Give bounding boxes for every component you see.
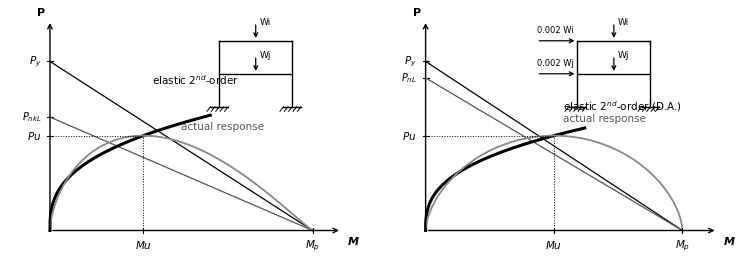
Text: $Mu$: $Mu$ xyxy=(545,239,562,251)
Text: $M_p$: $M_p$ xyxy=(305,239,320,253)
Text: actual response: actual response xyxy=(182,122,264,132)
Text: elastic 2$^{nd}$-order: elastic 2$^{nd}$-order xyxy=(152,73,239,87)
Text: Wi: Wi xyxy=(259,18,270,27)
Text: P: P xyxy=(37,8,46,18)
Text: 0.002 Wi: 0.002 Wi xyxy=(536,25,573,35)
Text: $P_{nL}$: $P_{nL}$ xyxy=(401,71,417,85)
Text: $P_y$: $P_y$ xyxy=(404,54,417,69)
Text: $Pu$: $Pu$ xyxy=(27,130,41,142)
Text: Wi: Wi xyxy=(617,18,629,27)
Text: M: M xyxy=(347,237,359,247)
Text: P: P xyxy=(413,8,421,18)
Text: $M_p$: $M_p$ xyxy=(675,239,690,253)
Text: elastic 2$^{nd}$-order (D.A.): elastic 2$^{nd}$-order (D.A.) xyxy=(562,99,682,114)
Text: Wj: Wj xyxy=(617,51,629,60)
Text: $Pu$: $Pu$ xyxy=(403,130,417,142)
Text: $P_y$: $P_y$ xyxy=(28,54,41,69)
Text: actual response: actual response xyxy=(562,114,645,124)
Text: M: M xyxy=(723,237,734,247)
Text: 0.002 Wj: 0.002 Wj xyxy=(536,58,574,68)
Text: Wj: Wj xyxy=(259,51,270,60)
Text: $P_{nkL}$: $P_{nkL}$ xyxy=(22,110,41,124)
Text: $Mu$: $Mu$ xyxy=(134,239,152,251)
